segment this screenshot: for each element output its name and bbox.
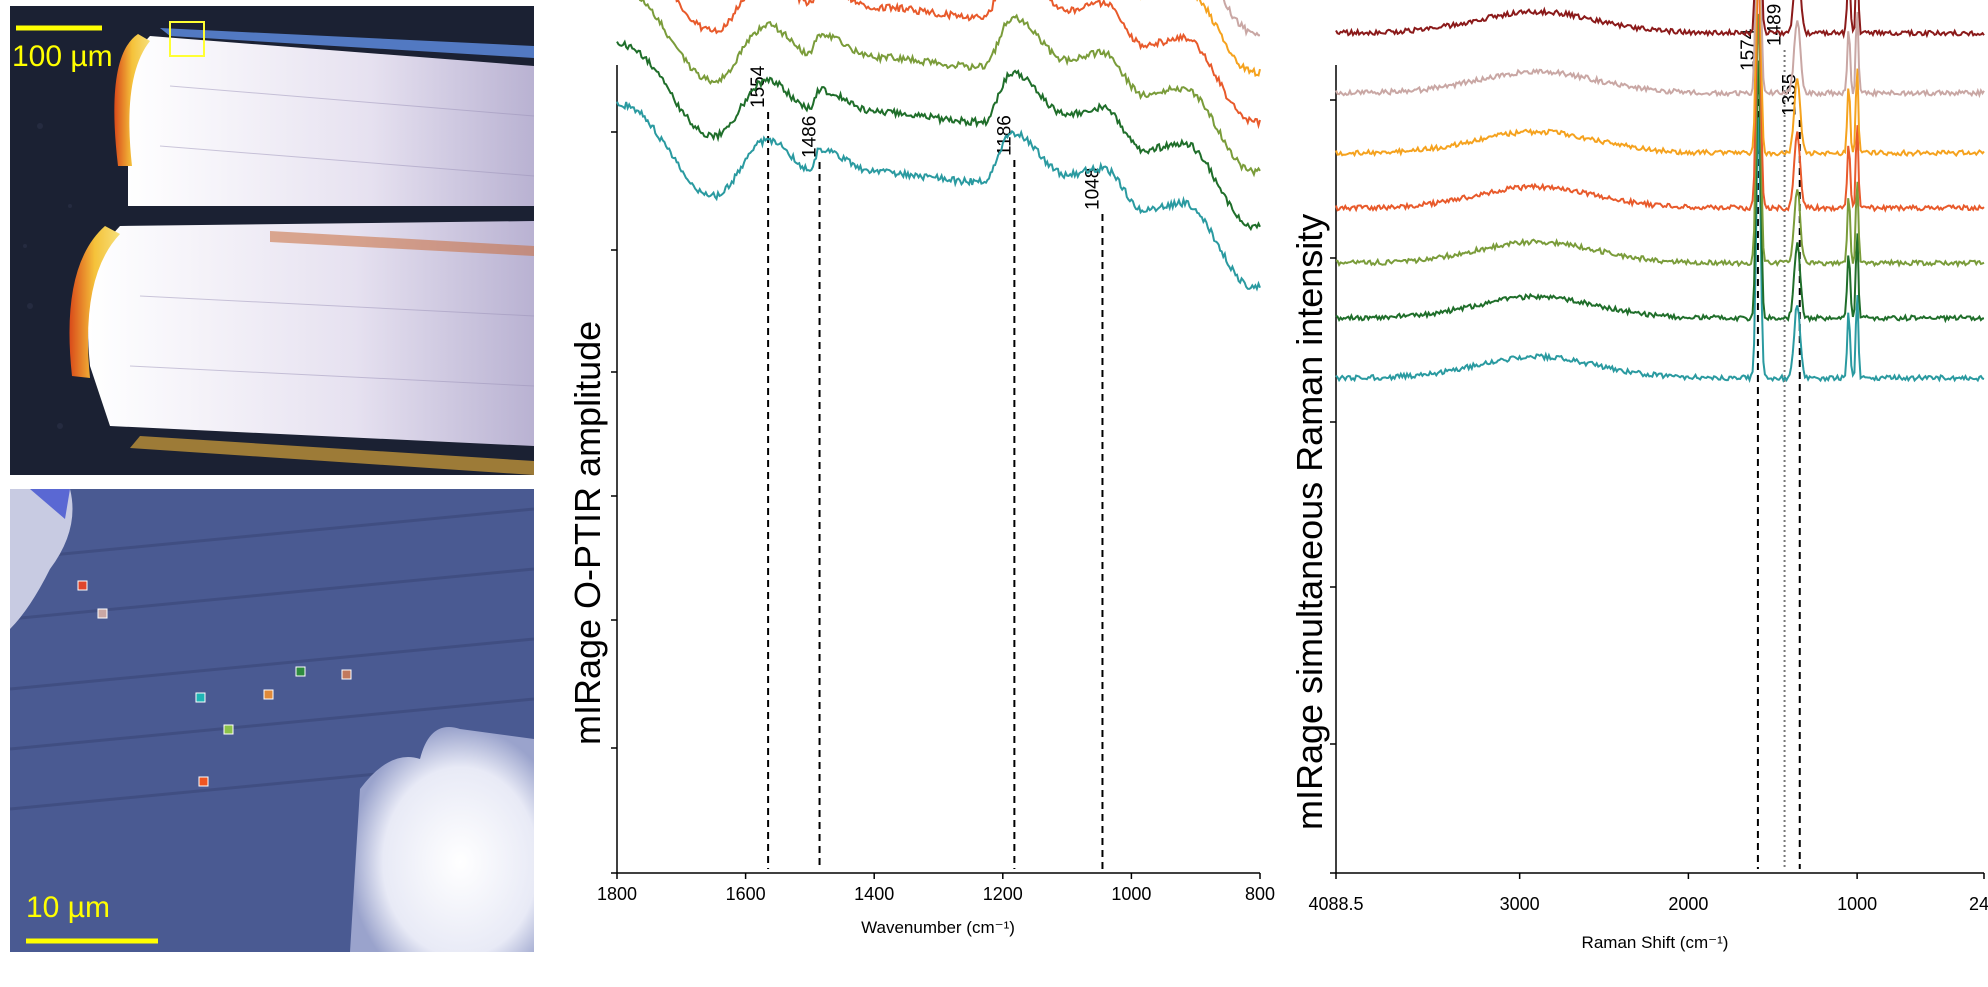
c2-peak-label-1489: 1489: [1765, 4, 1786, 46]
marker-8: [198, 776, 209, 787]
c1-xtick-label-0: 1800: [597, 884, 637, 904]
c1-xtick-label-1: 1600: [726, 884, 766, 904]
c1-peak-label-1554: 1554: [748, 65, 769, 108]
c1-xtick-label-4: 1000: [1111, 884, 1151, 904]
zoomed-photo: 10 µm: [10, 489, 534, 952]
fiber-photo: 100 µm: [10, 6, 534, 475]
c2-series-2: [1335, 60, 1985, 324]
c1-xtick-label-2: 1400: [854, 884, 894, 904]
c2-series-3: [1335, 13, 1985, 269]
c2-xtick-label-3: 1000: [1837, 894, 1877, 914]
c2-series-5: [1335, 0, 1985, 158]
scale-label-bottom: 10 µm: [26, 891, 110, 924]
marker-5: [295, 666, 306, 677]
c2-xtick-label-0: 4088.5: [1308, 894, 1363, 914]
c1-peak-label-1486: 1486: [800, 116, 821, 158]
c1-series-4: [675, 0, 1261, 130]
c2-series-1: [1335, 117, 1985, 384]
c2-series-6: [1335, 0, 1985, 99]
scale-label-top: 100 µm: [12, 40, 113, 73]
c1-series-2: [616, 39, 1261, 232]
optir-x-label: Wavenumber (cm⁻¹): [861, 918, 1015, 937]
c2-series-4: [1335, 0, 1985, 213]
c1-peak-label-1048: 1048: [1082, 168, 1103, 210]
marker-6: [341, 669, 352, 680]
c2-series-7: [1335, 0, 1985, 40]
optir-chart: 1800 1600 1400 1200 1000 800 1554 1486 1186 1048…: [567, 0, 1275, 937]
c2-xtick-label-2: 2000: [1668, 894, 1708, 914]
raman-y-label: mIRage simultaneous Raman intensity: [1289, 214, 1330, 830]
marker-3: [263, 689, 274, 700]
marker-7: [223, 724, 234, 735]
optir-y-label: mIRage O-PTIR amplitude: [567, 321, 608, 745]
c1-xtick-label-5: 800: [1245, 884, 1275, 904]
marker-2: [97, 608, 108, 619]
zoom-region-box: [169, 21, 205, 57]
c1-peak-label-1186: 1186: [994, 115, 1015, 156]
c2-xtick-label-4: 248: [1969, 894, 1988, 914]
microscope-image-bottom: 10 µm: [10, 489, 534, 952]
c1-series-3: [638, 0, 1261, 178]
c1-xtick-label-3: 1200: [983, 884, 1023, 904]
measurement-markers: [77, 580, 352, 787]
raman-x-label: Raman Shift (cm⁻¹): [1582, 933, 1729, 952]
microscope-image-top: 100 µm: [10, 6, 534, 475]
c2-xtick-label-1: 3000: [1500, 894, 1540, 914]
marker-4: [195, 692, 206, 703]
c1-series-1: [616, 101, 1261, 292]
marker-1: [77, 580, 88, 591]
